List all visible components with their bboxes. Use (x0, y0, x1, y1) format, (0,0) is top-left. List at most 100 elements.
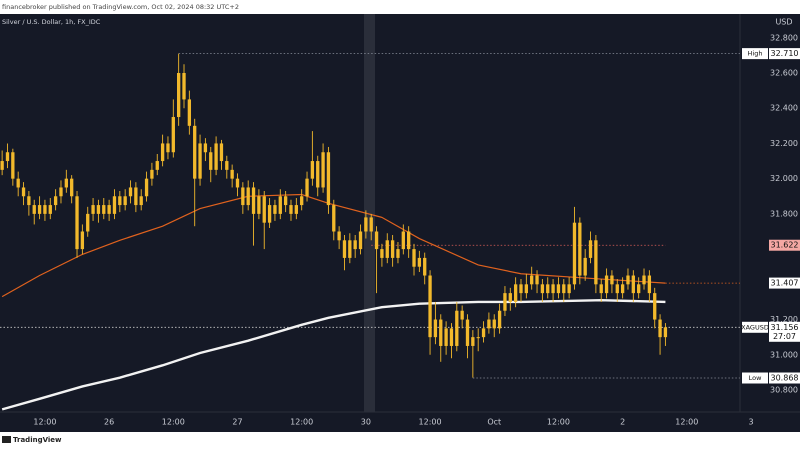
candle-body (524, 284, 529, 294)
symbol-text: Silver / U.S. Dollar, 1h, FX_IDC (2, 18, 101, 26)
candle-body (283, 196, 288, 206)
candle-body (5, 152, 10, 162)
price-label-box (769, 321, 800, 342)
price-label-box (769, 277, 800, 289)
level-name-box (742, 372, 768, 384)
candle-body (59, 187, 63, 197)
candle-body (465, 319, 470, 346)
candle-body (80, 231, 85, 250)
candle-body (642, 275, 646, 285)
candle-body (310, 161, 315, 179)
candle-body (32, 205, 36, 214)
candle-body (16, 178, 20, 188)
candle-body (556, 284, 561, 294)
x-tick-label: 12:00 (675, 418, 698, 427)
candle-body (96, 205, 101, 214)
candle-body (583, 257, 587, 276)
candle-body (326, 152, 331, 206)
candle-body (123, 196, 127, 206)
candle-body (139, 196, 143, 206)
candle-body (300, 196, 304, 206)
candle-body (530, 275, 534, 285)
session-break (364, 14, 375, 412)
axis-layer: 30.800 31.000 31.200 31.800 32.000 32.200 32.4… (33, 33, 800, 427)
candle-body (471, 337, 475, 346)
price-label-box (769, 48, 800, 60)
candle-body (53, 196, 58, 206)
candle-body (128, 187, 133, 197)
candle-body (653, 293, 657, 320)
candle-body (150, 169, 154, 179)
candle-body (75, 196, 79, 250)
candle-body (257, 196, 261, 214)
candle-body (620, 284, 625, 294)
candle-body (460, 310, 464, 320)
candle-body (155, 161, 159, 170)
y-tick-label: 32.200 (770, 139, 798, 148)
candle-body (241, 187, 245, 206)
candle-body (385, 240, 389, 258)
footer-bar (0, 432, 800, 450)
candle-body (647, 275, 652, 294)
logo-icon (2, 436, 11, 443)
candle-body (107, 205, 111, 214)
moving-average (1, 298, 666, 411)
chart-background (0, 14, 800, 432)
candle-body (198, 143, 202, 179)
candle-body (358, 231, 363, 250)
candle-body (374, 231, 379, 250)
candle-body (160, 143, 165, 162)
candle-body (390, 240, 395, 258)
candle-body (663, 327, 668, 338)
candle-body (321, 152, 325, 188)
candle-body (102, 205, 106, 214)
candle-body (353, 240, 357, 250)
header-text: financebroker published on TradingView.c… (2, 3, 239, 11)
currency-label: USD (775, 18, 792, 27)
x-tick-label: 12:00 (419, 418, 442, 427)
candle-body (551, 284, 555, 294)
candle-body (503, 293, 507, 311)
candle-body (37, 205, 42, 214)
x-tick-label: 12:00 (290, 418, 313, 427)
price-label-box (769, 239, 800, 251)
y-tick-label: 30.800 (770, 385, 798, 394)
candle-body (481, 328, 486, 338)
candle-body (380, 249, 384, 258)
price-label-box (769, 372, 800, 384)
candle-body (497, 310, 502, 329)
candle-body (27, 196, 31, 206)
candle-body (48, 205, 52, 214)
candle-body (610, 275, 614, 285)
candle-body (337, 231, 341, 241)
x-tick-label: 30 (361, 418, 371, 427)
candle-body (439, 319, 443, 346)
level-name: XAGUSD (741, 323, 769, 331)
candle-body (235, 178, 240, 188)
plot-area (0, 53, 740, 411)
candle-body (0, 161, 4, 170)
countdown-label: 27:07 (773, 332, 796, 341)
candle-body (604, 275, 609, 294)
candle-body (513, 284, 518, 302)
candle-body (433, 319, 438, 338)
candle-body (572, 222, 577, 285)
candle-body (225, 161, 229, 170)
candle-body (332, 205, 336, 232)
candle-body (578, 222, 582, 276)
candle-body (278, 196, 282, 214)
x-tick-label: 12:00 (162, 418, 185, 427)
candle-body (182, 72, 186, 100)
candle-body (251, 187, 256, 214)
candle-body (401, 231, 405, 250)
candle-body (508, 293, 512, 302)
price-label: 31.407 (771, 279, 799, 288)
candle-body (348, 240, 352, 258)
candle-body (70, 178, 74, 197)
candle-body (91, 205, 95, 214)
y-tick-label: 32.400 (770, 104, 798, 113)
candle-body (294, 205, 298, 214)
x-tick-label: Oct (487, 418, 501, 427)
price-label: 31.622 (771, 241, 799, 250)
